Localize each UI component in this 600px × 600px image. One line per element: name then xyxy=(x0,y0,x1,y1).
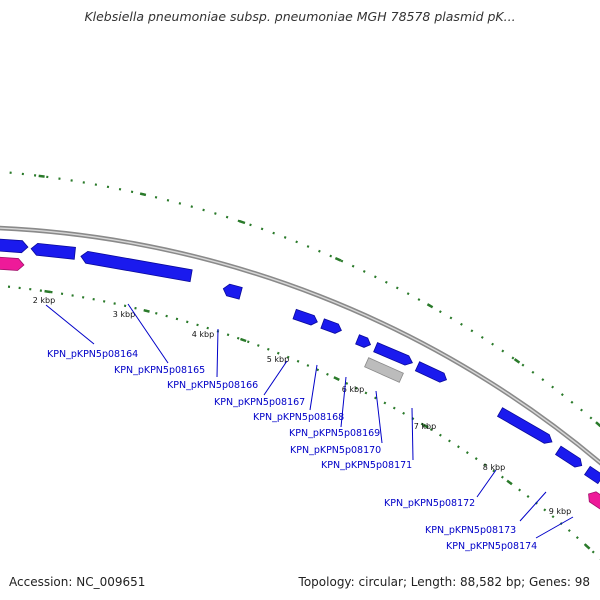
scale-label: 7 kbp xyxy=(414,422,436,431)
scale-label: 9 kbp xyxy=(549,507,571,516)
scale-label: 2 kbp xyxy=(33,296,55,305)
gene-arrow[interactable] xyxy=(292,308,319,326)
scale-label: 6 kbp xyxy=(342,385,364,394)
gene-arrow[interactable] xyxy=(584,465,600,485)
outer-major-ticks xyxy=(0,170,600,428)
gene-label[interactable]: KPN_pKPN5p08166 xyxy=(167,380,258,391)
gene-arrow[interactable] xyxy=(80,250,193,283)
gene-arrow-highlight[interactable] xyxy=(585,489,600,510)
scale-label: 4 kbp xyxy=(192,330,214,339)
gene-label[interactable]: KPN_pKPN5p08167 xyxy=(214,397,305,408)
backbone-circle xyxy=(0,225,600,466)
gene-label[interactable]: KPN_pKPN5p08169 xyxy=(289,428,380,439)
gene-arrow[interactable] xyxy=(414,361,448,385)
gene-label[interactable]: KPN_pKPN5p08165 xyxy=(114,365,205,376)
gene-label[interactable]: KPN_pKPN5p08173 xyxy=(425,525,516,536)
gene-arrow-highlight[interactable] xyxy=(0,256,25,271)
inner-tick-ring xyxy=(0,284,600,560)
gene-label[interactable]: KPN_pKPN5p08168 xyxy=(253,412,344,423)
gene-label[interactable]: KPN_pKPN5p08172 xyxy=(384,498,475,509)
gene-arrow[interactable] xyxy=(554,445,585,470)
gene-arrow[interactable] xyxy=(222,283,243,300)
gene-arrow[interactable] xyxy=(355,334,373,350)
backbone-highlight xyxy=(0,227,600,464)
gene-arrow[interactable] xyxy=(30,242,76,260)
scale-label: 5 kbp xyxy=(267,355,289,364)
accession-text: Accession: NC_009651 xyxy=(9,575,145,589)
inner-major-ticks xyxy=(0,284,600,561)
map-title: Klebsiella pneumoniae subsp. pneumoniae … xyxy=(84,9,515,24)
gene-arrow[interactable] xyxy=(496,407,555,447)
gene-label[interactable]: KPN_pKPN5p08171 xyxy=(321,460,412,471)
pseudogene-arrow[interactable] xyxy=(364,357,404,383)
gene-arrow[interactable] xyxy=(373,342,415,368)
gene-label[interactable]: KPN_pKPN5p08170 xyxy=(290,445,381,456)
gene-label[interactable]: KPN_pKPN5p08174 xyxy=(446,541,537,552)
topology-summary: Topology: circular; Length: 88,582 bp; G… xyxy=(298,575,590,589)
leader-lines xyxy=(45,303,574,539)
scale-label: 3 kbp xyxy=(113,310,135,319)
outer-tick-ring xyxy=(0,170,600,428)
gene-label[interactable]: KPN_pKPN5p08164 xyxy=(47,349,138,360)
scale-label: 8 kbp xyxy=(483,463,505,472)
gene-arrow[interactable] xyxy=(0,238,29,254)
gene-arrow[interactable] xyxy=(320,318,343,335)
